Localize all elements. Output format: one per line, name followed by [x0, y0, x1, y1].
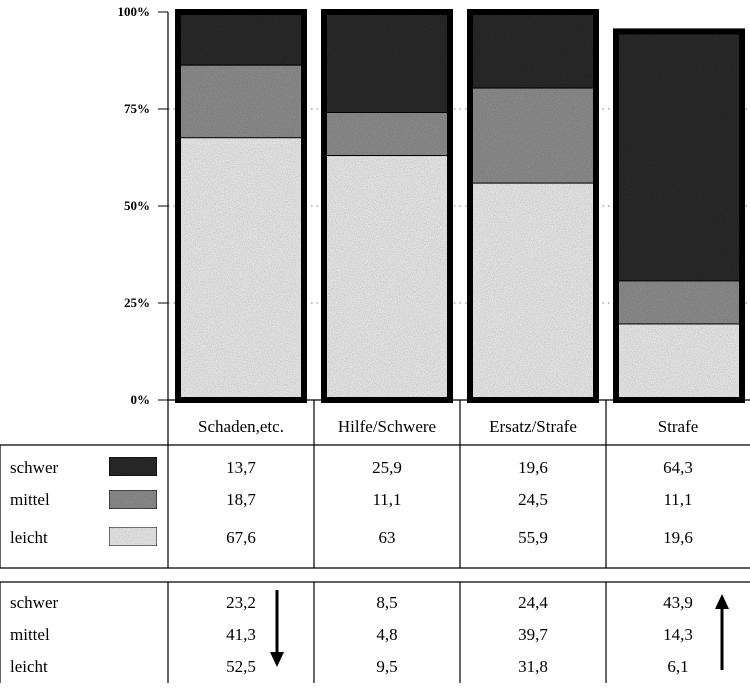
- table-cell: 52,5: [226, 657, 256, 676]
- table-cell: 39,7: [518, 625, 548, 644]
- bar-segment-mittel: [615, 280, 743, 325]
- row-label-mittel: mittel: [10, 490, 50, 509]
- bar-segment-schwer: [323, 11, 451, 113]
- table-cell: 63: [379, 528, 396, 547]
- bar-segment-mittel: [469, 87, 597, 184]
- table-lines: [0, 399, 750, 683]
- category-label: Ersatz/Strafe: [489, 417, 577, 436]
- row-label-schwer: schwer: [10, 458, 58, 477]
- table-cell: 55,9: [518, 528, 548, 547]
- table-cell: 24,5: [518, 490, 548, 509]
- category-label: Schaden,etc.: [198, 417, 284, 436]
- data-table-1: schwer mittel leicht 13,7 25,9 19,6 64,3…: [10, 456, 693, 547]
- row-label-leicht: leicht: [10, 657, 48, 676]
- bar-segment-schwer: [615, 30, 743, 282]
- table-cell: 18,7: [226, 490, 256, 509]
- table-cell: 43,9: [663, 593, 693, 612]
- table-cell: 67,6: [226, 528, 256, 547]
- table-cell: 25,9: [372, 458, 402, 477]
- table-cell: 13,7: [226, 458, 256, 477]
- bar-segment-schwer: [177, 11, 305, 66]
- table-cell: 19,6: [518, 458, 548, 477]
- legend-swatch-schwer: [108, 456, 158, 477]
- row-label-schwer: schwer: [10, 593, 58, 612]
- y-tick-label: 50%: [124, 198, 150, 213]
- bar-segment-leicht: [469, 182, 597, 401]
- bar-segment-leicht: [615, 323, 743, 401]
- table-cell: 14,3: [663, 625, 693, 644]
- table-cell: 23,2: [226, 593, 256, 612]
- row-label-mittel: mittel: [10, 625, 50, 644]
- bar-segment-leicht: [177, 137, 305, 401]
- legend-swatch-leicht: [108, 526, 158, 547]
- legend-swatch-mittel: [108, 489, 158, 510]
- y-axis: 0% 25% 50% 75% 100%: [118, 4, 169, 407]
- table-cell: 11,1: [372, 490, 401, 509]
- y-tick-label: 100%: [118, 4, 151, 19]
- bar-segment-mittel: [323, 111, 451, 157]
- table-cell: 41,3: [226, 625, 256, 644]
- table-cell: 8,5: [376, 593, 397, 612]
- bar-segment-mittel: [177, 64, 305, 139]
- table-cell: 64,3: [663, 458, 693, 477]
- category-label: Hilfe/Schwere: [338, 417, 436, 436]
- arrow-up-icon: [715, 594, 729, 670]
- table-cell: 4,8: [376, 625, 397, 644]
- table-cell: 9,5: [376, 657, 397, 676]
- table-cell: 24,4: [518, 593, 548, 612]
- table-cell: 11,1: [663, 490, 692, 509]
- y-tick-label: 25%: [124, 295, 150, 310]
- table-cell: 31,8: [518, 657, 548, 676]
- table-cell: 19,6: [663, 528, 693, 547]
- table-cell: 6,1: [667, 657, 688, 676]
- bar-segment-schwer: [469, 11, 597, 89]
- category-header: Schaden,etc. Hilfe/Schwere Ersatz/Strafe…: [198, 417, 698, 436]
- y-tick-label: 75%: [124, 101, 150, 116]
- data-table-2: schwer mittel leicht 23,2 8,5 24,4 43,9 …: [10, 590, 729, 676]
- row-label-leicht: leicht: [10, 528, 48, 547]
- bar-segment-leicht: [323, 155, 451, 401]
- y-tick-label: 0%: [131, 392, 151, 407]
- arrow-down-icon: [270, 590, 284, 667]
- bars-layer: [175, 9, 745, 404]
- category-label: Strafe: [658, 417, 699, 436]
